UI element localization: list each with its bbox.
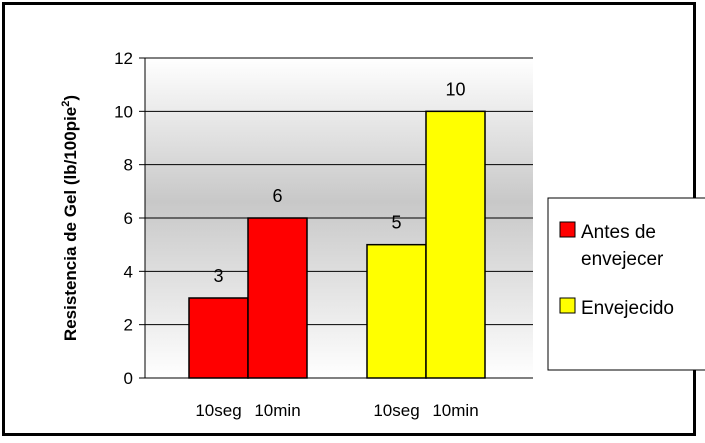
legend-label: Antes de bbox=[581, 222, 656, 243]
y-tick-label: 4 bbox=[124, 262, 133, 281]
y-tick-label: 8 bbox=[124, 156, 133, 175]
x-tick-label: 10seg bbox=[373, 401, 419, 420]
bar bbox=[188, 297, 249, 379]
y-tick-label: 2 bbox=[124, 316, 133, 335]
x-tick-label: 10seg bbox=[195, 401, 241, 420]
bar bbox=[247, 217, 308, 379]
x-tick-label: 10min bbox=[254, 401, 300, 420]
legend-label: Envejecido bbox=[581, 298, 674, 319]
data-label: 6 bbox=[272, 186, 282, 206]
data-label: 5 bbox=[391, 213, 401, 233]
legend-swatch bbox=[559, 297, 576, 314]
y-axis-label: Resistencia de Gel (lb/100pie2) bbox=[60, 95, 80, 341]
data-label: 10 bbox=[445, 79, 465, 99]
y-axis-label-tail: ) bbox=[61, 95, 80, 101]
y-tick-label: 10 bbox=[114, 102, 133, 121]
bar bbox=[425, 110, 486, 379]
y-tick-label: 0 bbox=[124, 369, 133, 388]
y-tick-label: 12 bbox=[114, 49, 133, 68]
legend-swatch bbox=[559, 221, 576, 238]
x-tick-label: 10min bbox=[432, 401, 478, 420]
legend-label: envejecer bbox=[581, 249, 664, 270]
y-tick-label: 6 bbox=[124, 209, 133, 228]
legend: Antes de envejecer Envejecido bbox=[547, 197, 705, 371]
data-label: 3 bbox=[213, 266, 223, 286]
bar bbox=[366, 243, 427, 379]
y-axis-label-superscript: 2 bbox=[60, 101, 72, 107]
